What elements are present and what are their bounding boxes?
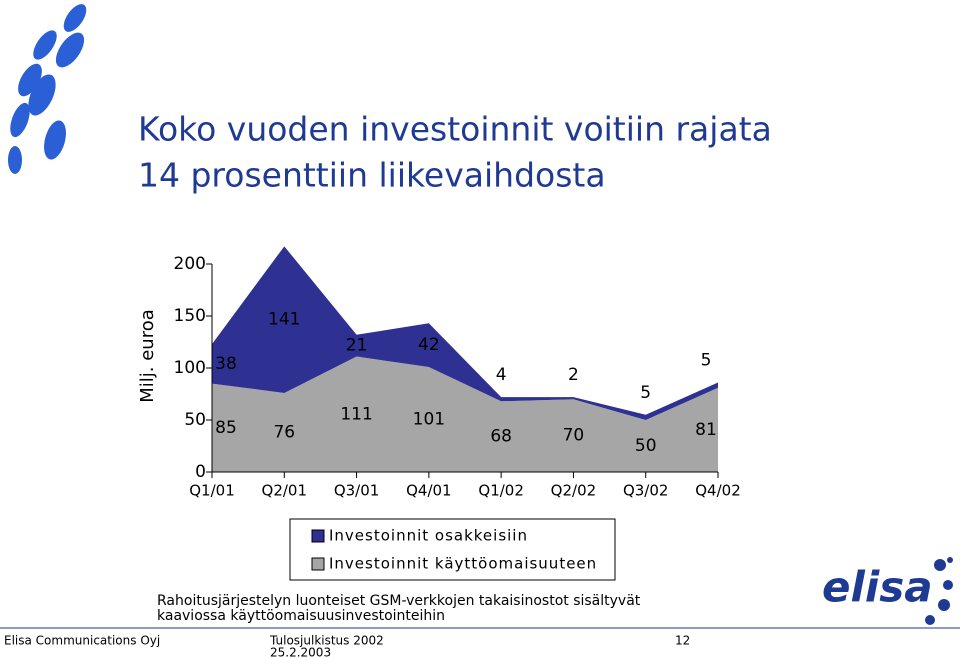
title: 14 prosenttiin liikevaihdosta xyxy=(138,156,606,195)
logo-dots xyxy=(925,557,953,625)
area xyxy=(212,246,718,420)
x-tick-label: Q1/01 xyxy=(189,482,235,500)
data-label: 111 xyxy=(340,404,372,424)
x-tick-label: Q2/02 xyxy=(551,482,597,500)
y-tick-label: 150 xyxy=(174,306,206,326)
data-label: 85 xyxy=(215,418,237,438)
y-tick-label: 200 xyxy=(174,254,206,274)
footer-company: Elisa Communications Oyj xyxy=(4,634,160,648)
y-tick-label: 100 xyxy=(174,358,206,378)
footer-page: 12 xyxy=(675,634,690,648)
x-tick-label: Q4/02 xyxy=(695,482,741,500)
data-label: 4 xyxy=(496,365,507,385)
data-label: 2 xyxy=(568,365,579,385)
x-tick-label: Q4/01 xyxy=(406,482,452,500)
data-label: 42 xyxy=(418,335,440,355)
legend-swatch xyxy=(311,529,325,543)
data-label: 21 xyxy=(346,336,368,356)
note: Rahoitusjärjestelyn luonteiset GSM-verkk… xyxy=(157,593,641,609)
data-label: 101 xyxy=(413,409,445,429)
x-tick-label: Q3/01 xyxy=(334,482,380,500)
legend-label: Investoinnit käyttöomaisuuteen xyxy=(329,555,597,573)
note: kaaviossa käyttöomaisuusinvestointeihin xyxy=(157,608,445,624)
y-axis-title: Milj. euroa xyxy=(137,309,158,403)
data-label: 70 xyxy=(563,426,585,446)
data-label: 141 xyxy=(268,310,300,330)
data-label: 50 xyxy=(635,436,657,456)
x-tick-label: Q2/01 xyxy=(262,482,308,500)
x-tick-label: Q1/02 xyxy=(478,482,524,500)
legend-box xyxy=(289,518,616,581)
legend-label: Investoinnit osakkeisiin xyxy=(329,527,528,545)
data-label: 5 xyxy=(640,383,651,403)
data-label: 81 xyxy=(695,420,717,440)
legend-swatch xyxy=(311,557,325,571)
footer-date: 25.2.2003 xyxy=(270,646,331,658)
legend: Investoinnit osakkeisiin Investoinnit käy… xyxy=(311,527,597,573)
data-label: 5 xyxy=(701,351,712,371)
area xyxy=(212,356,718,472)
data-label: 76 xyxy=(273,422,295,442)
title: Koko vuoden investoinnit voitiin rajata xyxy=(138,110,772,149)
y-tick-label: 50 xyxy=(184,410,206,430)
data-label: 38 xyxy=(215,354,237,374)
x-tick-label: Q3/02 xyxy=(623,482,669,500)
logo: elisa xyxy=(822,563,933,612)
y-tick-label: 0 xyxy=(195,462,206,482)
data-label: 68 xyxy=(490,427,512,447)
decoration xyxy=(8,4,87,174)
footer-event: Tulosjulkistus 2002 xyxy=(269,634,384,648)
